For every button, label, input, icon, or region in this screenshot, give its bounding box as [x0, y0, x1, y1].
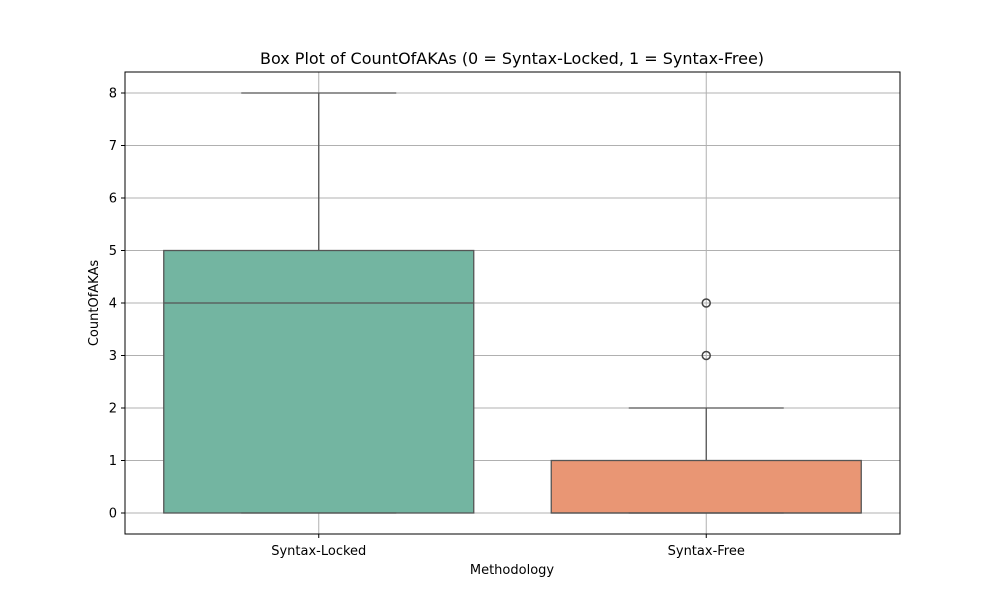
- x-tick-label: Syntax-Free: [668, 544, 745, 559]
- x-tick-label: Syntax-Locked: [271, 544, 366, 559]
- box-syntax-free: [550, 459, 862, 514]
- x-axis-label: Methodology: [470, 563, 555, 578]
- y-tick-label: 2: [109, 402, 117, 417]
- y-tick-label: 8: [109, 87, 117, 102]
- plot-frame: [124, 71, 901, 535]
- tick-layer: 0 1 2 3 4 5 6 7 8 Syntax-Locked Syntax-Free: [109, 87, 745, 560]
- y-tick-label: 0: [109, 507, 117, 522]
- y-axis-label: CountOfAKAs: [87, 260, 102, 346]
- y-tick-label: 7: [109, 139, 117, 154]
- y-tick-label: 4: [109, 297, 117, 312]
- chart-title: Box Plot of CountOfAKAs (0 = Syntax-Lock…: [260, 49, 764, 68]
- y-tick-label: 5: [109, 244, 117, 259]
- y-tick-label: 3: [109, 349, 117, 364]
- outlier-point-syntax-free: [701, 350, 711, 361]
- box-layer: [163, 92, 862, 514]
- outlier-point-syntax-free: [701, 298, 711, 308]
- y-tick-label: 1: [109, 454, 117, 469]
- box-syntax-locked: [163, 249, 475, 514]
- y-tick-label: 6: [109, 192, 117, 207]
